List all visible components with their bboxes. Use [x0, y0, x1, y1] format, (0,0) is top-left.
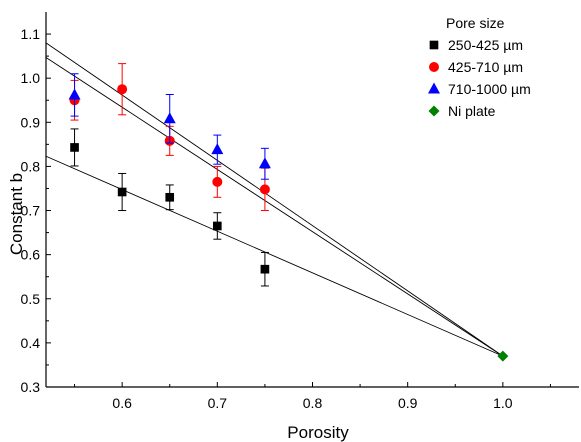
legend-marker-triangle — [428, 82, 440, 94]
y-tick-label: 0.7 — [21, 203, 41, 219]
data-point-diamond — [497, 350, 509, 362]
data-point-circle — [212, 176, 223, 187]
y-tick-label: 0.5 — [21, 291, 41, 307]
x-tick-label: 0.8 — [303, 395, 323, 411]
x-axis-label: Porosity — [287, 423, 349, 442]
data-point-square — [70, 143, 79, 152]
y-tick-label: 0.8 — [21, 158, 41, 174]
y-tick-label: 0.6 — [21, 247, 41, 263]
data-point-triangle — [68, 88, 81, 100]
data-markers — [68, 63, 509, 362]
data-point-square — [165, 192, 175, 202]
legend-entry-label: 250-425 µm — [448, 37, 523, 53]
data-point-triangle — [211, 143, 224, 155]
data-point-circle — [259, 184, 270, 195]
legend-marker-diamond — [428, 105, 440, 117]
fit-line — [45, 57, 504, 357]
legend-entry-label: 425-710 µm — [448, 59, 523, 75]
data-point-triangle — [163, 112, 176, 124]
y-axis-label: Constant b — [7, 173, 26, 255]
legend-title: Pore size — [446, 15, 505, 31]
data-point-square — [212, 221, 222, 231]
x-tick-label: 1.0 — [493, 395, 513, 411]
legend-marker-circle — [429, 62, 439, 72]
x-tick-label: 0.7 — [208, 395, 228, 411]
x-tick-label: 0.6 — [112, 395, 132, 411]
y-tick-label: 1.0 — [21, 70, 41, 86]
y-tick-label: 0.4 — [21, 335, 41, 351]
data-point-triangle — [258, 157, 271, 169]
x-tick-label: 0.9 — [398, 395, 418, 411]
y-tick-label: 0.9 — [21, 114, 41, 130]
fit-line — [45, 155, 504, 357]
y-tick-label: 1.1 — [21, 26, 41, 42]
y-tick-label: 0.3 — [21, 379, 41, 395]
legend: Pore size 250-425 µm 425-710 µm 710-1000 µ… — [428, 15, 531, 119]
axes: 0.3 0.4 0.5 0.6 0.7 0.8 0.9 1.0 1.1 0.6 0.7 0.8 0.9 1… — [21, 12, 579, 411]
legend-marker-square — [429, 40, 439, 50]
data-point-circle — [117, 84, 128, 95]
legend-entry-label: Ni plate — [448, 103, 496, 119]
data-point-square — [260, 264, 270, 274]
legend-entry-label: 710-1000 µm — [448, 81, 531, 97]
data-point-square — [117, 187, 127, 197]
